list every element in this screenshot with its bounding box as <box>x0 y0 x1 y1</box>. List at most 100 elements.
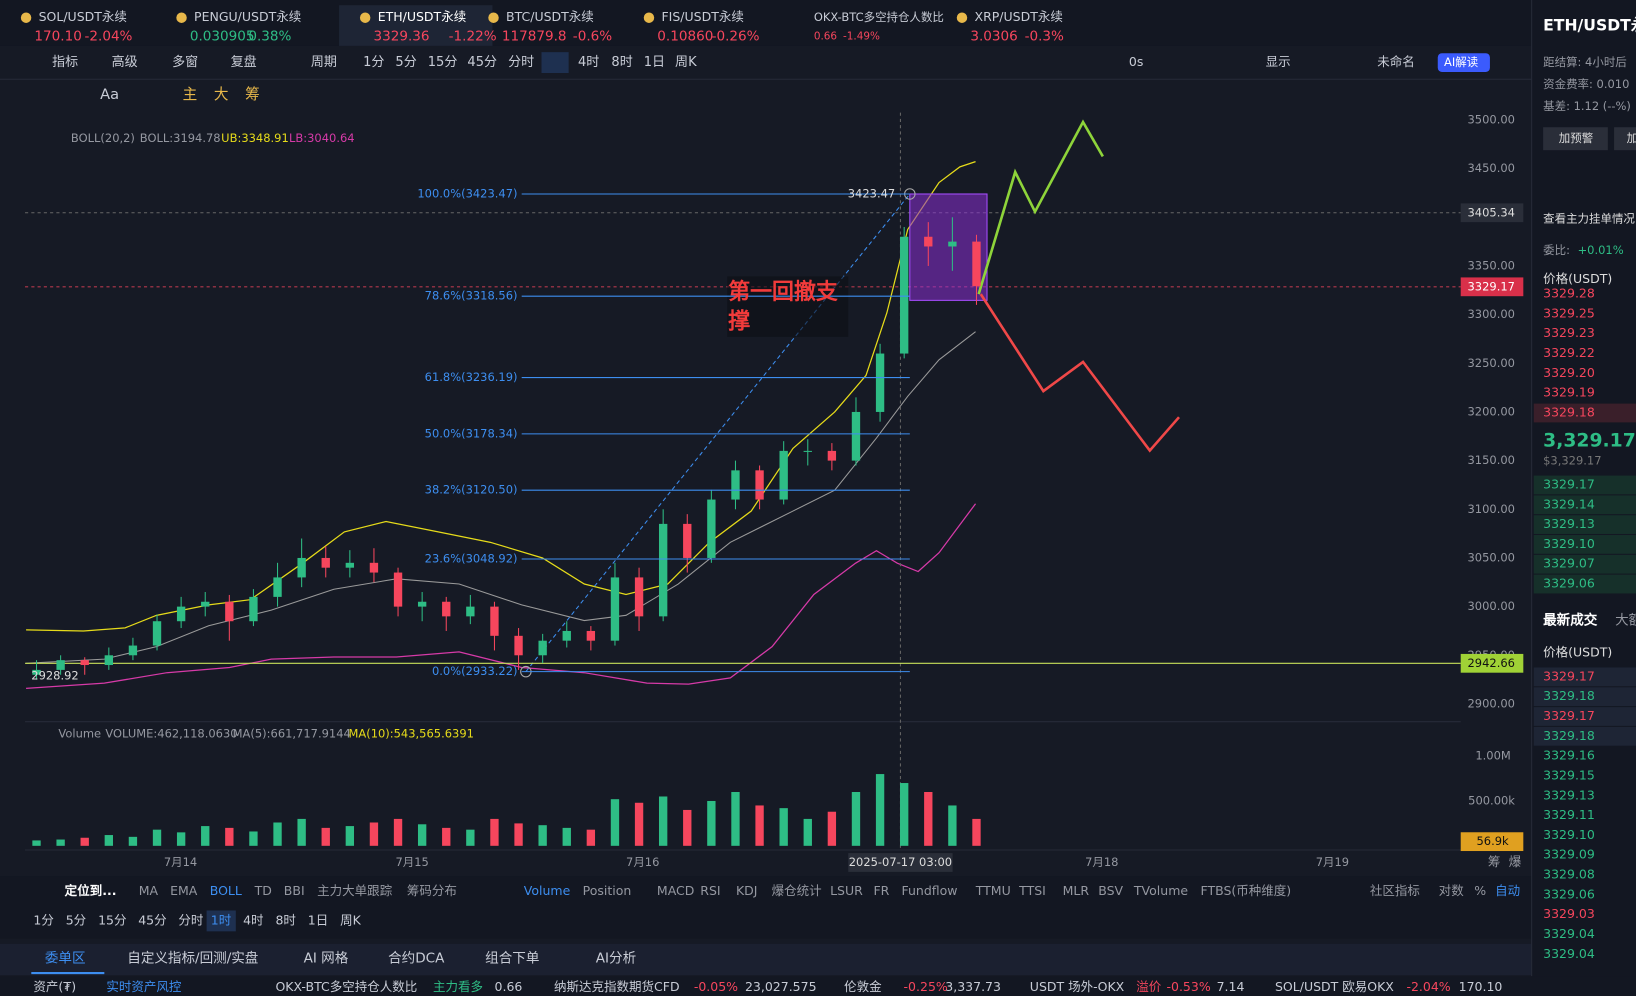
period[interactable]: 1时 <box>211 912 232 927</box>
period[interactable]: 8时 <box>275 912 296 927</box>
toolbar-item[interactable]: 高级 <box>112 54 138 70</box>
tab-name[interactable]: OKX-BTC多空持仓人数比 <box>814 10 944 24</box>
indicator-end[interactable]: 社区指标 <box>1370 883 1420 898</box>
volume-bar <box>875 774 885 846</box>
trade: 3329.17 <box>1543 708 1595 723</box>
toolbar-item[interactable]: 15分 <box>428 55 458 70</box>
indicator[interactable]: FTBS(币种维度) <box>1200 883 1291 898</box>
toolbar-item[interactable]: 指标 <box>52 55 78 70</box>
tab-icon <box>488 12 499 23</box>
draw-tool[interactable]: Aa <box>100 86 119 103</box>
indicator[interactable]: TVolume <box>1133 883 1188 898</box>
period[interactable]: 周K <box>340 912 362 927</box>
indicator[interactable]: TD <box>254 883 272 898</box>
fib-label: 38.2%(3120.50) <box>425 483 518 497</box>
tab-name[interactable]: ETH/USDT永续 <box>378 9 467 24</box>
bottom-tab[interactable]: 组合下单 <box>485 950 539 966</box>
candle-body <box>586 630 596 641</box>
tab-name[interactable]: BTC/USDT永续 <box>506 9 594 24</box>
indicator[interactable]: KDJ <box>736 883 758 898</box>
period[interactable]: 4时 <box>243 912 264 927</box>
indicator[interactable]: TTMU <box>975 883 1011 898</box>
toolbar-item[interactable]: 复盘 <box>231 54 257 70</box>
period[interactable]: 45分 <box>138 912 166 927</box>
trade: 3329.18 <box>1543 728 1595 743</box>
ask: 3329.25 <box>1543 305 1595 320</box>
period[interactable]: 1日 <box>308 912 328 927</box>
trade: 3329.13 <box>1543 787 1595 802</box>
ticker-item: 主力看多 <box>433 979 483 994</box>
indicator[interactable]: 筹码分布 <box>407 883 457 898</box>
candle-body <box>658 523 668 617</box>
ticker-item: -0.25% <box>904 979 948 994</box>
price-axis-label: 3450.00 <box>1468 161 1515 175</box>
label: 大额 <box>1615 613 1636 629</box>
tab-name[interactable]: XRP/USDT永续 <box>975 9 1063 24</box>
toolbar-item[interactable]: 8时 <box>611 55 632 70</box>
tab-icon <box>643 12 655 23</box>
price-axis-label: 3500.00 <box>1468 112 1515 126</box>
indicator-end[interactable]: 自动 <box>1495 883 1520 898</box>
trade-bg <box>1533 667 1636 687</box>
fib-label: 78.6%(3318.56) <box>425 289 518 303</box>
indicator[interactable]: MLR <box>1063 883 1090 898</box>
bottom-tab[interactable]: AI 网格 <box>304 950 349 966</box>
ticker-item: 伦敦金 <box>844 979 882 994</box>
tab-name[interactable]: PENGU/USDT永续 <box>194 9 301 24</box>
indicator[interactable]: RSI <box>700 883 720 898</box>
indicator[interactable]: MA <box>139 883 159 898</box>
toolbar-item[interactable]: 1分 <box>363 55 384 70</box>
indicator[interactable]: MACD <box>657 883 694 898</box>
indicator[interactable]: LSUR <box>830 883 863 898</box>
bottom-tab[interactable]: 委单区 <box>45 950 86 966</box>
toolbar-item[interactable]: 5分 <box>395 55 416 70</box>
side-button[interactable]: 加 <box>1627 131 1636 145</box>
toolbar-right[interactable]: 未命名 <box>1377 54 1415 69</box>
side-button[interactable]: 加预警 <box>1559 131 1594 145</box>
indicator[interactable]: 爆仓统计 <box>772 883 822 898</box>
toolbar-item[interactable]: 4时 <box>578 55 599 70</box>
indicator-end[interactable]: % <box>1474 883 1486 898</box>
label: BOLL:3194.78 <box>140 131 221 145</box>
ticker-item: USDT 场外-OKX <box>1030 979 1125 994</box>
indicator[interactable]: TTSI <box>1018 883 1046 898</box>
toolbar-right[interactable]: 0s <box>1129 54 1143 69</box>
tab-name[interactable]: FIS/USDT永续 <box>661 9 743 24</box>
draw-tool[interactable]: 筹 <box>245 86 260 103</box>
indicator[interactable]: Volume <box>524 883 571 898</box>
indicator[interactable]: 主力大单跟踪 <box>317 883 393 898</box>
trade: 3329.15 <box>1543 767 1595 782</box>
candle-body <box>924 236 933 247</box>
trade: 3329.08 <box>1543 867 1595 882</box>
toolbar-right[interactable]: 显示 <box>1266 54 1291 69</box>
period[interactable]: 5分 <box>66 912 86 927</box>
period[interactable]: 15分 <box>98 912 126 927</box>
toolbar-item[interactable]: 45分 <box>467 55 497 70</box>
period[interactable]: 分时 <box>178 912 204 927</box>
bottom-tab[interactable]: 合约DCA <box>388 950 445 966</box>
toolbar-item[interactable]: 分时 <box>508 55 534 70</box>
indicator[interactable]: BBI <box>284 883 305 898</box>
bottom-tab[interactable]: AI分析 <box>596 950 636 966</box>
draw-tool[interactable]: 主 <box>183 86 198 103</box>
indicator-end[interactable]: 对数 <box>1439 883 1465 898</box>
volume-bar <box>779 808 788 846</box>
indicator[interactable]: Fundflow <box>901 883 957 898</box>
indicator[interactable]: BSV <box>1098 883 1123 898</box>
period[interactable]: 1分 <box>33 912 53 927</box>
indicator[interactable]: FR <box>874 883 890 898</box>
indicator[interactable]: EMA <box>170 883 198 898</box>
toolbar-item[interactable]: 多窗 <box>172 54 198 70</box>
bottom-tab[interactable]: 自定义指标/回测/实盘 <box>127 949 258 966</box>
ai-button[interactable]: AI解读 <box>1444 55 1478 69</box>
tab-name[interactable]: SOL/USDT永续 <box>39 9 127 24</box>
indicator[interactable]: Position <box>583 883 632 898</box>
trade: 3329.18 <box>1543 688 1595 703</box>
toolbar-item[interactable]: 周K <box>675 55 697 70</box>
indicator[interactable]: 定位到... <box>64 883 117 898</box>
toolbar-item[interactable]: 周期 <box>311 55 337 70</box>
toolbar-item[interactable]: 1日 <box>644 55 665 70</box>
ai-btn <box>1437 53 1490 72</box>
draw-tool[interactable]: 大 <box>214 86 229 103</box>
indicator[interactable]: BOLL <box>210 883 242 898</box>
